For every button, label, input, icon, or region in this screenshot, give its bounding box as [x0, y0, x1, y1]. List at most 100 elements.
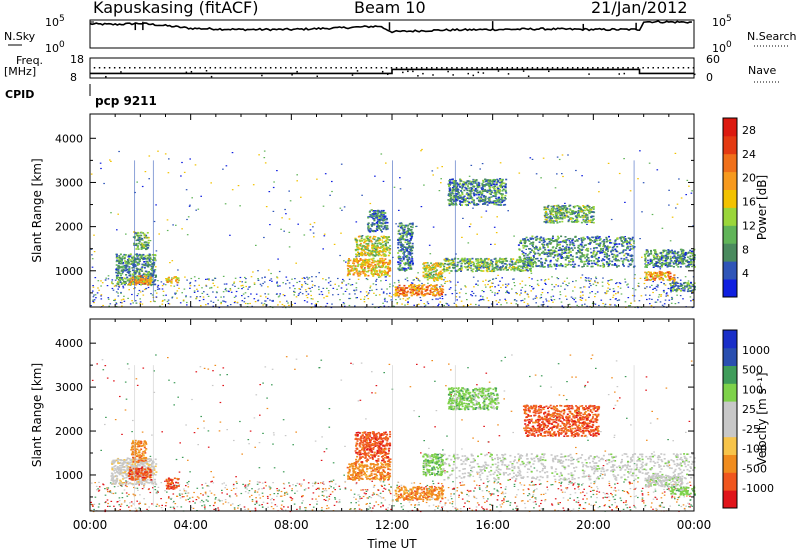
echo-pixel — [353, 272, 356, 274]
scatter-pixel — [526, 293, 529, 295]
scatter-pixel — [365, 291, 368, 293]
scatter-pixel — [675, 207, 677, 209]
echo-pixel — [397, 261, 400, 263]
scatter-pixel — [684, 286, 686, 288]
echo-pixel — [372, 254, 375, 256]
scatter-pixel — [187, 216, 190, 218]
echo-pixel — [490, 193, 492, 196]
scatter-pixel — [182, 300, 185, 302]
echo-pixel — [626, 247, 628, 250]
echo-pixel — [613, 254, 616, 256]
echo-pixel — [407, 290, 409, 293]
echo-pixel — [507, 269, 509, 271]
nave-dot — [456, 67, 458, 69]
scatter-pixel — [113, 299, 115, 301]
echo-pixel — [415, 292, 418, 294]
scatter-pixel — [250, 293, 252, 295]
nave-dot — [466, 67, 468, 69]
scatter-pixel — [137, 293, 140, 295]
echo-pixel — [435, 274, 437, 276]
scatter-pixel — [523, 301, 526, 303]
scatter-pixel — [181, 228, 183, 230]
echo-pixel — [475, 190, 478, 193]
echo-pixel — [376, 274, 379, 276]
echo-pixel — [489, 189, 492, 192]
scatter-pixel — [325, 279, 327, 281]
scatter-pixel — [595, 276, 597, 278]
scatter-pixel — [114, 298, 116, 300]
echo-pixel — [518, 248, 521, 250]
echo-pixel — [493, 269, 496, 271]
echo-pixel — [370, 241, 373, 243]
scatter-pixel — [385, 162, 387, 164]
echo-pixel — [599, 265, 602, 267]
scatter-pixel — [133, 288, 135, 290]
scatter-pixel — [172, 224, 174, 226]
scatter-pixel — [98, 289, 100, 291]
echo-pixel — [621, 245, 624, 247]
echo-pixel — [538, 241, 541, 243]
echo-pixel — [591, 240, 594, 242]
echo-pixel — [139, 275, 142, 277]
echo-pixel — [448, 180, 451, 182]
echo-pixel — [423, 284, 426, 286]
scatter-pixel — [373, 292, 375, 294]
echo-pixel — [484, 178, 487, 181]
echo-pixel — [366, 260, 369, 263]
echo-pixel — [469, 191, 472, 193]
scatter-pixel — [263, 303, 266, 305]
echo-pixel — [379, 266, 382, 269]
scatter-pixel — [349, 297, 352, 300]
nave-dot — [566, 67, 569, 69]
echo-pixel — [463, 182, 466, 184]
echo-pixel — [398, 258, 401, 260]
echo-pixel — [121, 257, 124, 259]
nave-dot — [687, 67, 690, 69]
scatter-pixel — [554, 187, 557, 189]
scatter-pixel — [660, 295, 662, 297]
echo-pixel — [404, 241, 407, 244]
echo-pixel — [138, 273, 141, 275]
scatter-pixel — [535, 173, 538, 175]
scatter-pixel — [429, 253, 432, 255]
echo-pixel — [557, 237, 560, 239]
echo-pixel — [452, 184, 455, 187]
echo-pixel — [411, 223, 414, 225]
echo-pixel — [386, 225, 389, 227]
scatter-pixel — [107, 278, 110, 280]
echo-pixel — [380, 212, 383, 214]
echo-pixel — [403, 262, 406, 265]
scatter-pixel — [435, 298, 437, 300]
echo-pixel — [140, 256, 143, 258]
scatter-pixel — [491, 285, 493, 288]
nave-dot — [239, 67, 242, 69]
echo-pixel — [135, 239, 138, 242]
echo-pixel — [596, 250, 599, 253]
echo-pixel — [143, 247, 145, 249]
echo-pixel — [489, 179, 492, 182]
nave-dot — [375, 67, 378, 69]
echo-pixel — [625, 256, 628, 259]
echo-pixel — [398, 237, 401, 239]
echo-pixel — [429, 266, 432, 269]
scatter-pixel — [342, 293, 345, 295]
echo-pixel — [383, 215, 386, 218]
scatter-pixel — [462, 305, 465, 307]
echo-pixel — [491, 265, 494, 268]
echo-pixel — [407, 230, 410, 232]
echo-pixel — [374, 212, 377, 215]
echo-pixel — [374, 215, 377, 218]
scatter-pixel — [553, 286, 556, 288]
echo-pixel — [588, 237, 591, 239]
scatter-pixel — [207, 303, 209, 305]
scatter-pixel — [511, 288, 513, 290]
echo-pixel — [446, 268, 449, 271]
echo-pixel — [141, 277, 143, 280]
scatter-pixel — [674, 303, 677, 305]
echo-pixel — [121, 265, 124, 268]
echo-pixel — [399, 244, 402, 246]
scatter-pixel — [572, 297, 574, 299]
echo-pixel — [147, 242, 150, 244]
echo-pixel — [593, 256, 596, 258]
echo-pixel — [531, 249, 533, 251]
